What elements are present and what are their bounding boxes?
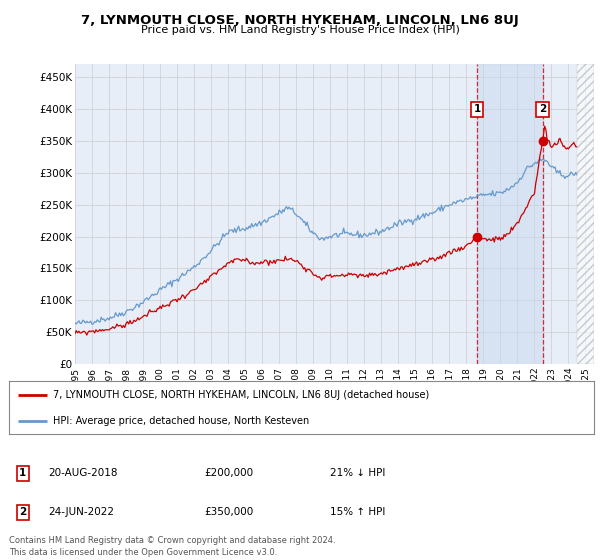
Bar bbox=[477, 64, 542, 364]
Text: 15% ↑ HPI: 15% ↑ HPI bbox=[330, 507, 385, 517]
Text: 7, LYNMOUTH CLOSE, NORTH HYKEHAM, LINCOLN, LN6 8UJ: 7, LYNMOUTH CLOSE, NORTH HYKEHAM, LINCOL… bbox=[81, 14, 519, 27]
Text: HPI: Average price, detached house, North Kesteven: HPI: Average price, detached house, Nort… bbox=[53, 416, 309, 426]
Text: 2: 2 bbox=[539, 104, 546, 114]
Text: 2: 2 bbox=[19, 507, 26, 517]
Text: 24-JUN-2022: 24-JUN-2022 bbox=[48, 507, 114, 517]
Text: 1: 1 bbox=[19, 468, 26, 478]
Text: 7, LYNMOUTH CLOSE, NORTH HYKEHAM, LINCOLN, LN6 8UJ (detached house): 7, LYNMOUTH CLOSE, NORTH HYKEHAM, LINCOL… bbox=[53, 390, 429, 400]
Text: £350,000: £350,000 bbox=[204, 507, 253, 517]
Text: 21% ↓ HPI: 21% ↓ HPI bbox=[330, 468, 385, 478]
Text: £200,000: £200,000 bbox=[204, 468, 253, 478]
Text: 1: 1 bbox=[473, 104, 481, 114]
Text: Price paid vs. HM Land Registry's House Price Index (HPI): Price paid vs. HM Land Registry's House … bbox=[140, 25, 460, 35]
Text: Contains HM Land Registry data © Crown copyright and database right 2024.
This d: Contains HM Land Registry data © Crown c… bbox=[9, 536, 335, 557]
Text: 20-AUG-2018: 20-AUG-2018 bbox=[48, 468, 118, 478]
